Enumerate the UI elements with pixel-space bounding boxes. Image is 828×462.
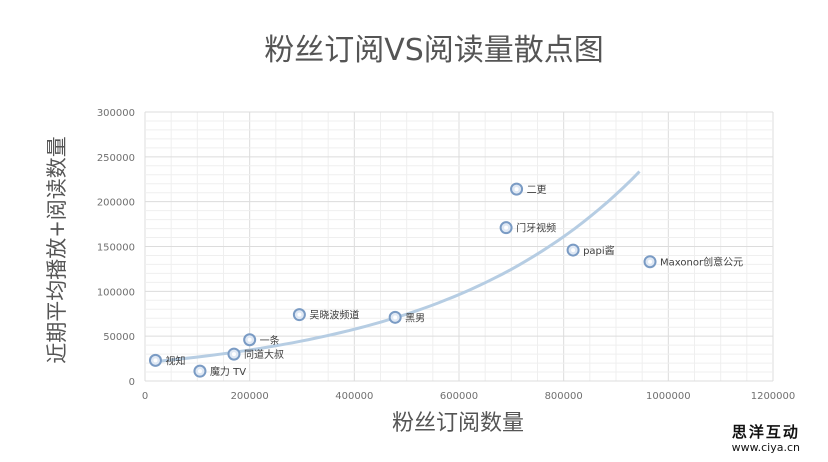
axis-ticks: 0 200000 400000 600000 800000 1000000 1200000 0…: [97, 108, 795, 402]
x-axis-title: 粉丝订阅数量: [392, 411, 524, 436]
data-point-marker-center: [247, 337, 252, 342]
data-point-label: 一条: [260, 334, 280, 347]
data-point-marker-center: [514, 187, 519, 192]
data-point-label: papi酱: [583, 244, 615, 257]
data-point-label: 门牙视频: [516, 222, 556, 235]
x-tick-label: 1000000: [646, 391, 691, 402]
data-point: 门牙视频: [499, 221, 556, 235]
y-axis-title: 近期平均播放+阅读数量: [45, 136, 69, 364]
y-tick-label: 200000: [97, 198, 135, 209]
data-point-label: 同道大叔: [244, 348, 284, 361]
data-point-marker-center: [153, 358, 158, 363]
y-tick-label: 300000: [97, 108, 135, 119]
watermark-url: www.ciya.cn: [731, 441, 800, 454]
data-point: Maxonor创意公元: [643, 255, 743, 269]
data-point-label: 吴晓波频道: [309, 309, 359, 322]
data-point-label: 视知: [165, 354, 185, 367]
y-tick-label: 0: [129, 377, 135, 388]
trendline: [155, 170, 641, 363]
data-point: 同道大叔: [227, 347, 284, 361]
data-point: 一条: [243, 333, 280, 347]
y-tick-label: 150000: [97, 243, 135, 254]
data-point-label: 二更: [527, 184, 547, 196]
x-tick-label: 1200000: [751, 391, 796, 402]
y-tick-label: 50000: [103, 332, 135, 343]
x-tick-label: 200000: [231, 391, 269, 402]
y-tick-label: 250000: [97, 153, 135, 164]
data-point-marker-center: [504, 225, 509, 230]
data-point-marker-center: [648, 259, 653, 264]
chart-title: 粉丝订阅VS阅读量散点图: [264, 33, 604, 68]
data-point-label: 魔力 TV: [210, 365, 246, 378]
data-point-marker-center: [297, 312, 302, 317]
x-tick-label: 600000: [440, 391, 478, 402]
grid: [144, 111, 774, 382]
data-point-marker-center: [197, 369, 202, 374]
data-point: 视知: [148, 353, 185, 367]
y-tick-label: 100000: [97, 287, 135, 298]
data-point: papi酱: [566, 243, 615, 257]
data-point: 二更: [510, 182, 547, 196]
data-point: 黑男: [388, 310, 425, 324]
data-point-marker-center: [231, 352, 236, 357]
data-point-label: 黑男: [405, 312, 425, 324]
x-tick-label: 0: [142, 391, 148, 402]
watermark-name: 思洋互动: [731, 423, 800, 441]
x-tick-label: 800000: [545, 391, 583, 402]
data-point-label: Maxonor创意公元: [660, 256, 743, 269]
data-point-marker-center: [393, 315, 398, 320]
x-tick-label: 400000: [335, 391, 373, 402]
data-point: 吴晓波频道: [292, 308, 359, 322]
data-point-marker-center: [571, 248, 576, 253]
data-point: 魔力 TV: [193, 364, 246, 378]
watermark: 思洋互动 www.ciya.cn: [731, 423, 800, 455]
